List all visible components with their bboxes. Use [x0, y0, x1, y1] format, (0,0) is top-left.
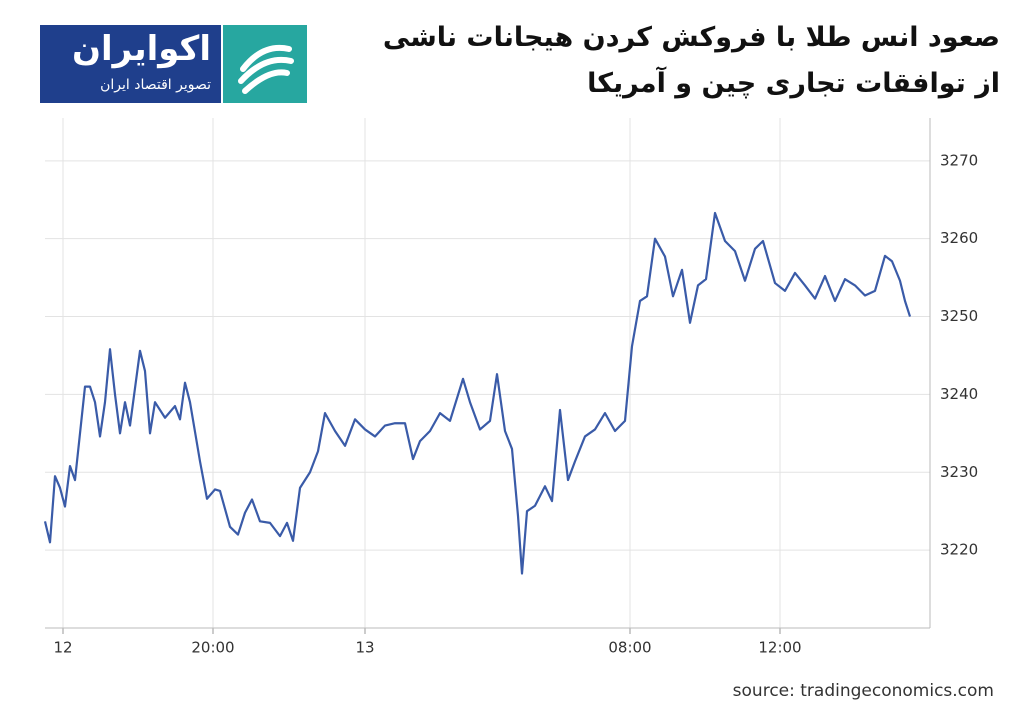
- y-tick-label: 3220: [940, 541, 978, 559]
- source: source: tradingeconomics.com: [732, 681, 994, 701]
- logo-name: اکوایران: [72, 29, 211, 69]
- x-tick-label: 12:00: [758, 639, 801, 657]
- logo: اکوایران تصویر اقتصاد ایران: [40, 25, 307, 103]
- x-tick-label: 08:00: [608, 639, 651, 657]
- logo-swirl: [238, 45, 294, 94]
- x-tick-label: 12: [53, 639, 72, 657]
- y-tick-label: 3250: [940, 307, 978, 325]
- logo-icon: [223, 25, 307, 103]
- y-tick-label: 3260: [940, 229, 978, 247]
- line: [43, 211, 912, 575]
- y-tick-label: 3230: [940, 463, 978, 481]
- logo-tagline: تصویر اقتصاد ایران: [100, 77, 211, 93]
- logo-panel: اکوایران تصویر اقتصاد ایران: [40, 25, 221, 103]
- chart-title: از توافقات تجاری چین و آمریکا: [587, 68, 1000, 99]
- x-tick-label: 13: [355, 639, 374, 657]
- x-tick-label: 20:00: [191, 639, 234, 657]
- y-tick-label: 3240: [940, 385, 978, 403]
- y-tick-label: 3270: [940, 151, 978, 169]
- chart-title: صعود انس طلا با فروکش کردن هیجانات ناشی: [382, 22, 1000, 53]
